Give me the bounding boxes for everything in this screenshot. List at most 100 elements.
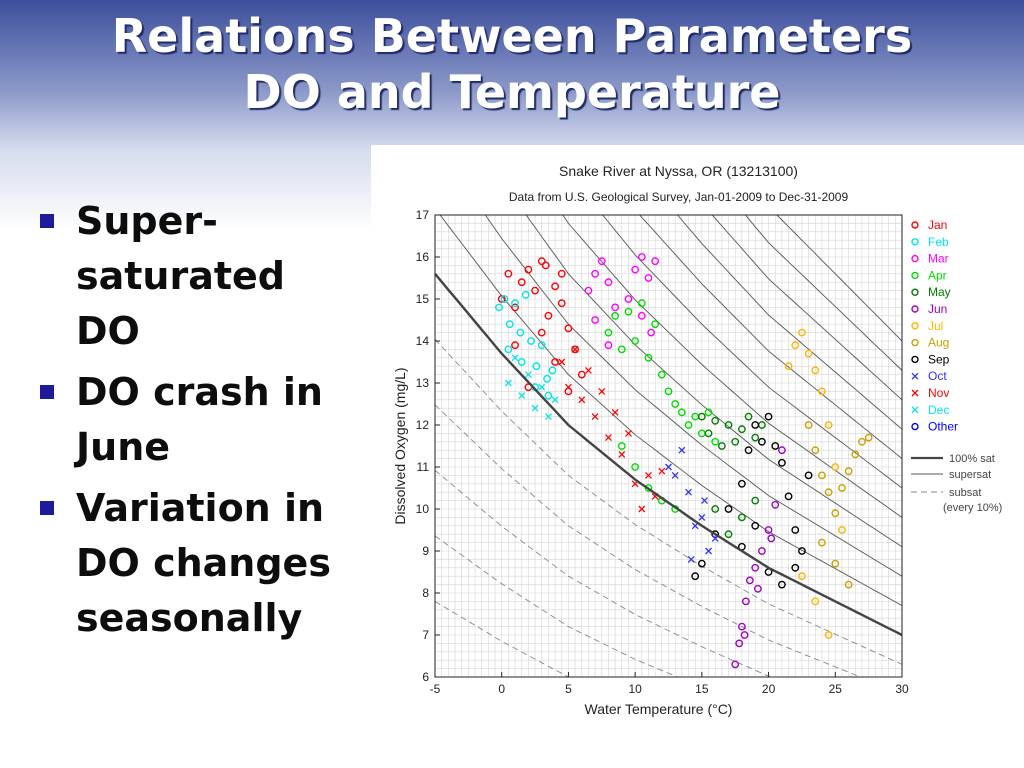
data-point-nov xyxy=(591,413,599,421)
data-point-jun xyxy=(737,622,746,631)
data-point-jun xyxy=(735,639,744,648)
bullet-text: Super- saturated DO xyxy=(76,199,285,353)
data-point-may xyxy=(724,421,733,429)
bullet-text: Variation in DO changes seasonally xyxy=(76,486,331,640)
data-point-apr xyxy=(711,437,720,446)
legend-label-jun: Jun xyxy=(928,302,947,316)
square-bullet-icon xyxy=(40,385,54,399)
legend-label-may: May xyxy=(928,285,951,299)
data-point-jul xyxy=(838,526,846,534)
legend-line-label: 100% sat xyxy=(949,453,995,465)
bullet-item: DO crash in June xyxy=(36,365,356,475)
data-point-jun xyxy=(745,576,754,585)
data-point-feb xyxy=(537,341,546,350)
y-tick-label: 16 xyxy=(416,250,430,264)
supersat-line xyxy=(776,215,902,342)
data-point-sep xyxy=(791,563,800,572)
data-point-may xyxy=(751,433,760,442)
data-point-jan xyxy=(571,345,580,354)
data-point-nov xyxy=(564,383,572,391)
data-point-apr xyxy=(651,320,660,329)
y-tick-label: 9 xyxy=(422,544,429,558)
data-point-aug xyxy=(818,538,826,547)
legend-line-label: supersat xyxy=(949,469,991,481)
legend-marker-nov xyxy=(911,389,919,397)
subsat-line xyxy=(435,404,862,677)
data-point-mar xyxy=(637,311,646,320)
data-point-feb xyxy=(505,320,514,329)
data-point-apr xyxy=(631,463,640,471)
chart-panel: -5 0 5 10 15 20 25 30 6 7 8 9 10 11 12 13 14 15 16 17 Snake … xyxy=(371,145,1024,725)
data-point-apr xyxy=(611,311,620,320)
y-tick-label: 12 xyxy=(416,418,430,432)
data-point-apr xyxy=(624,307,633,316)
data-point-feb xyxy=(511,299,519,308)
data-point-jan xyxy=(524,265,533,274)
data-point-jun xyxy=(740,631,749,639)
data-point-aug xyxy=(844,580,853,589)
data-point-may xyxy=(697,412,706,421)
data-point-jan xyxy=(541,261,550,270)
saturation-100-line xyxy=(435,273,902,637)
data-point-nov xyxy=(618,450,626,458)
data-point-feb xyxy=(517,358,526,366)
data-point-dec xyxy=(551,396,559,404)
data-point-oct xyxy=(698,513,706,521)
data-point-sep xyxy=(778,458,786,467)
data-point-mar xyxy=(604,341,613,350)
square-bullet-icon xyxy=(40,214,54,228)
subsat-line xyxy=(435,601,570,677)
data-point-jan xyxy=(557,299,566,308)
supersat-line xyxy=(562,215,902,518)
data-point-dec xyxy=(544,413,552,421)
legend-label-apr: Apr xyxy=(928,268,947,282)
data-point-may xyxy=(711,416,720,425)
data-point-may xyxy=(751,496,760,505)
data-point-apr xyxy=(684,421,693,429)
data-point-jan xyxy=(497,295,506,303)
data-point-jan xyxy=(564,387,573,396)
data-point-mar xyxy=(584,286,593,295)
data-point-oct xyxy=(705,547,712,555)
slide-title: Relations Between Parameters DO and Temp… xyxy=(0,8,1024,120)
bullet-item: Variation in DO changes seasonally xyxy=(36,481,356,646)
data-point-nov xyxy=(645,471,652,479)
legend-label-nov: Nov xyxy=(928,386,949,400)
legend-marker-sep xyxy=(911,355,919,364)
data-point-sep xyxy=(724,505,733,513)
y-tick-label: 17 xyxy=(416,208,430,222)
data-point-apr xyxy=(637,299,646,308)
y-tick-label: 11 xyxy=(417,460,430,474)
data-point-aug xyxy=(864,433,873,442)
x-tick-label: 25 xyxy=(829,682,843,696)
data-point-jun xyxy=(764,526,773,534)
data-point-oct xyxy=(701,497,708,505)
bullet-list: Super- saturated DO DO crash in June Var… xyxy=(36,194,356,652)
x-tick-label: 30 xyxy=(895,682,909,696)
data-point-may xyxy=(717,442,726,450)
data-point-jan xyxy=(557,269,566,278)
y-tick-label: 8 xyxy=(422,586,429,600)
data-point-apr xyxy=(631,337,640,345)
x-tick-label: 5 xyxy=(565,682,572,696)
data-point-jun xyxy=(771,500,780,509)
data-point-jul xyxy=(798,572,806,581)
data-point-sep xyxy=(691,572,700,581)
data-point-apr xyxy=(657,370,666,379)
data-point-jun xyxy=(741,597,750,606)
supersat-line xyxy=(639,215,902,459)
data-point-aug xyxy=(824,488,833,497)
y-tick-label: 13 xyxy=(416,376,430,390)
plot-frame xyxy=(434,214,903,678)
data-point-sep xyxy=(751,421,760,429)
data-point-mar xyxy=(604,278,613,287)
data-point-feb xyxy=(504,345,513,354)
data-point-apr xyxy=(617,345,626,354)
data-point-may xyxy=(737,425,746,434)
data-point-apr xyxy=(671,400,680,408)
data-point-aug xyxy=(818,471,826,480)
data-point-jul xyxy=(831,463,840,471)
legend-label-other: Other xyxy=(928,420,958,434)
data-point-nov xyxy=(658,467,666,475)
data-point-dec xyxy=(524,371,532,379)
